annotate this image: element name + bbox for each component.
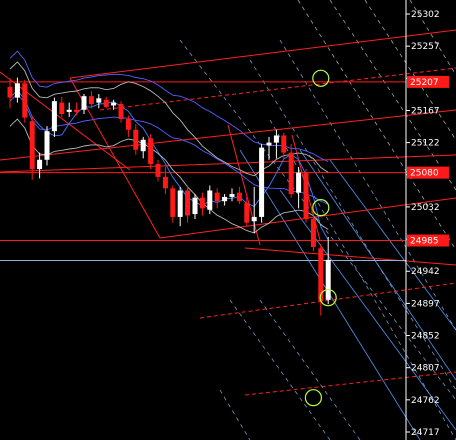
- candle-down-body: [185, 190, 191, 216]
- candle-down-body: [236, 192, 242, 202]
- price-tick-label: 24852: [411, 332, 440, 342]
- candle-up-body: [51, 101, 57, 132]
- candle-up-body: [140, 139, 146, 152]
- ma-slow-upper-line: [9, 50, 329, 163]
- price-tick-label: 24717: [411, 428, 440, 438]
- price-level-label: 24985: [410, 237, 439, 247]
- candle-up-body: [266, 142, 272, 146]
- candle-down-body: [288, 152, 294, 195]
- blue-channel-line: [329, 159, 456, 331]
- ma-slow-line: [9, 93, 329, 205]
- candle-up-body: [229, 194, 235, 197]
- dashed-channel-line: [269, 119, 456, 440]
- price-level-label: 25080: [410, 169, 439, 179]
- circle-marker: [312, 199, 330, 217]
- red-trend-line: [0, 71, 131, 171]
- blue-channel-line: [299, 149, 456, 381]
- dashed-channel-line: [364, 0, 456, 141]
- candle-down-body: [162, 176, 168, 189]
- circle-markers: [304, 69, 337, 407]
- candle-up-body: [325, 259, 331, 300]
- candle-down-body: [7, 86, 13, 98]
- price-tick-label: 24897: [411, 299, 440, 309]
- candle-down-body: [303, 172, 309, 220]
- candle-down-body: [59, 102, 65, 115]
- dashed-channel-line: [329, 0, 456, 191]
- red-channel-line: [69, 29, 456, 79]
- upper-band-line: [9, 61, 329, 177]
- candle-down-body: [155, 164, 161, 177]
- candle-down-body: [170, 188, 176, 217]
- red-channel-line: [0, 109, 456, 161]
- price-tick-label: 25032: [411, 203, 440, 213]
- red-dashed-channel-line: [244, 371, 456, 396]
- candle-down-body: [318, 248, 324, 302]
- candle-down-body: [118, 104, 124, 120]
- candle-down-body: [281, 135, 287, 153]
- candle-up-body: [44, 131, 50, 160]
- blue-channel-line: [279, 189, 456, 431]
- candle-up-body: [259, 147, 265, 217]
- candle-up-body: [37, 159, 43, 170]
- candle-down-body: [214, 192, 220, 202]
- price-tick-label: 24762: [411, 396, 440, 406]
- circle-marker: [312, 69, 330, 87]
- price-axis: 25302 25257 25167 25122 25032 24942 24897 24852…: [405, 0, 449, 440]
- price-tick-label: 25257: [411, 42, 440, 52]
- price-tick-label: 25167: [411, 106, 440, 116]
- candle-down-body: [74, 109, 80, 112]
- lower-band-line: [9, 118, 329, 234]
- candle-up-body: [14, 83, 20, 98]
- red-dashed-channel-line: [99, 67, 456, 111]
- candle-down-body: [148, 138, 154, 165]
- dashed-channel-line: [219, 389, 251, 440]
- price-level-badge: [407, 75, 449, 88]
- candle-up-body: [222, 196, 228, 202]
- price-level-label: 25207: [410, 78, 439, 88]
- candle-up-body: [111, 102, 117, 106]
- candle-up-body: [296, 172, 302, 193]
- dashed-channel-line: [297, 0, 456, 251]
- candle-down-body: [22, 83, 28, 118]
- price-tick-label: 25302: [411, 10, 440, 20]
- candle-up-body: [81, 96, 87, 110]
- candle-down-body: [133, 129, 139, 150]
- candle-down-body: [310, 219, 316, 247]
- price-level-badge: [407, 166, 449, 179]
- red-channel-line: [244, 247, 456, 266]
- dashed-channel-line: [249, 59, 456, 391]
- dashed-channel-line: [409, 0, 456, 76]
- circle-marker: [319, 289, 337, 307]
- candle-up-body: [177, 190, 183, 217]
- candle-down-body: [244, 202, 250, 223]
- candle-down-body: [88, 96, 94, 105]
- candle-down-body: [29, 121, 35, 170]
- dashed-channel-line: [279, 39, 456, 331]
- candle-down-body: [199, 197, 205, 209]
- candle-down-body: [103, 99, 109, 107]
- candles: [7, 77, 331, 316]
- candle-up-body: [96, 98, 102, 103]
- candle-up-body: [273, 135, 279, 143]
- price-level-badge: [407, 234, 449, 247]
- candle-up-body: [251, 216, 257, 222]
- ma-fast-line: [9, 89, 329, 241]
- dashed-channel-line: [179, 39, 456, 401]
- price-tick-label: 24942: [411, 267, 440, 277]
- moving-average-lines: [9, 50, 329, 241]
- candle-up-body: [207, 190, 213, 210]
- candle-up-body: [66, 109, 72, 112]
- red-channel-line: [0, 154, 456, 173]
- circle-marker: [304, 389, 322, 407]
- candle-down-body: [125, 119, 131, 130]
- price-tick-label: 25122: [411, 139, 440, 149]
- candle-up-body: [192, 197, 198, 215]
- price-tick-label: 24807: [411, 364, 440, 374]
